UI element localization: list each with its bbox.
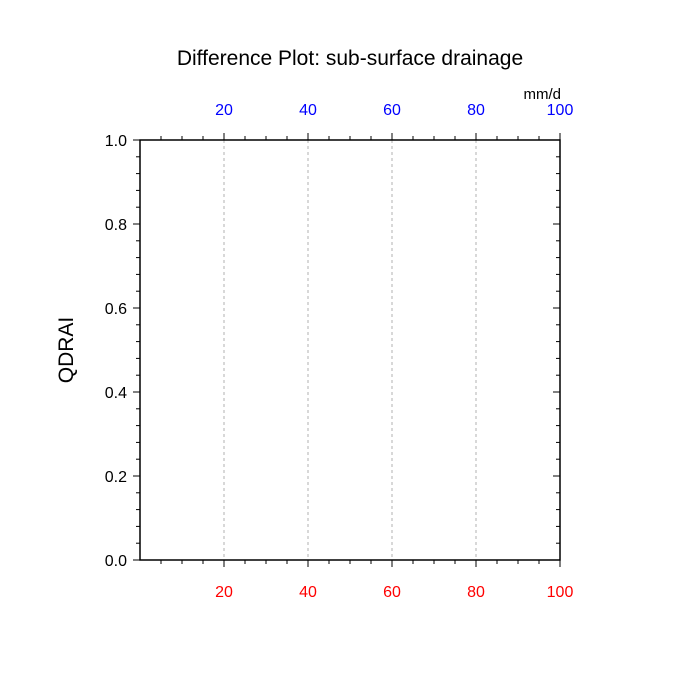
left-tick-label-3: 0.6 [105,301,127,318]
top-tick-label-20: 20 [215,102,233,119]
axis-ticks [133,133,561,567]
top-tick-label-60: 60 [383,102,401,119]
left-tick-label-0: 0.0 [105,553,127,570]
top-axis-tick-labels: 20 40 60 80 100 [215,102,573,119]
bottom-tick-label-40: 40 [299,584,317,601]
left-tick-label-2: 0.4 [105,385,127,402]
gridlines [223,140,477,560]
bottom-tick-label-20: 20 [215,584,233,601]
left-tick-label-1: 0.2 [105,469,127,486]
units-label: mm/d [524,86,562,103]
top-tick-label-40: 40 [299,102,317,119]
chart-title: Difference Plot: sub-surface drainage [177,47,523,70]
bottom-axis-tick-labels: 20 40 60 80 100 [215,584,573,601]
top-tick-label-80: 80 [467,102,485,119]
top-tick-label-100: 100 [547,102,574,119]
plot-frame [139,139,561,561]
left-axis-tick-labels: 0.0 0.2 0.4 0.6 0.8 1.0 [105,133,127,570]
left-tick-label-5: 1.0 [105,133,127,150]
bottom-tick-label-80: 80 [467,584,485,601]
y-axis-label: QDRAI [55,317,78,384]
bottom-tick-label-60: 60 [383,584,401,601]
bottom-tick-label-100: 100 [547,584,574,601]
left-tick-label-4: 0.8 [105,217,127,234]
